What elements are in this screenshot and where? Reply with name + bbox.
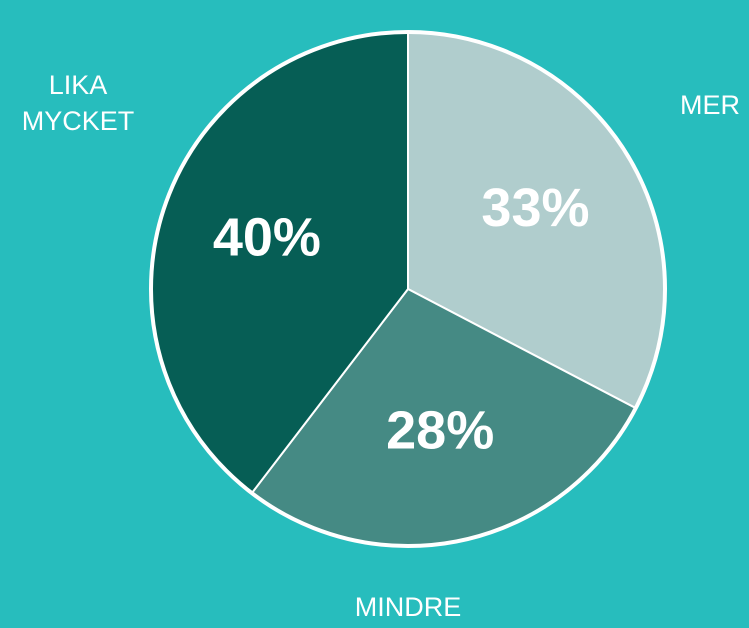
value-label: 28% [386, 401, 494, 461]
category-label: LIKA MYCKET [21, 70, 135, 136]
pie-border [149, 30, 667, 548]
value-label: 40% [213, 207, 321, 267]
value-label: 33% [481, 178, 589, 238]
category-label: MER [680, 90, 740, 120]
category-label: MINDRE [354, 592, 462, 622]
